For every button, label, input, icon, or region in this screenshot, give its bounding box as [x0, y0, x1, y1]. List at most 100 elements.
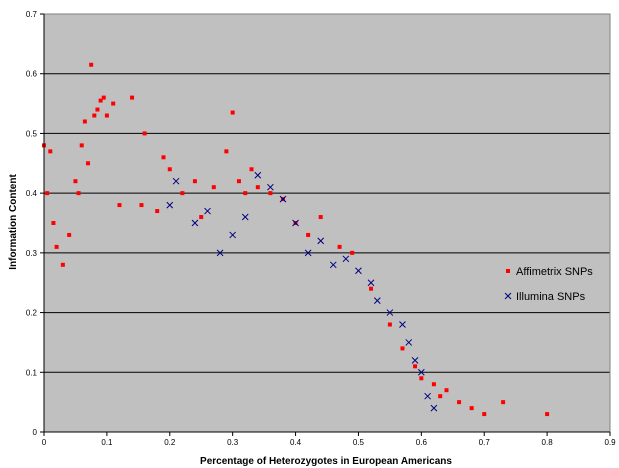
- affimetrix-point: [438, 394, 443, 399]
- x-tick-label: 0.2: [164, 438, 176, 447]
- affimetrix-point: [268, 191, 273, 196]
- x-tick-label: 0.4: [290, 438, 302, 447]
- y-axis-title: Information Content: [8, 174, 19, 270]
- y-tick-label: 0: [33, 428, 38, 437]
- affimetrix-point: [230, 110, 235, 115]
- x-tick-label: 0.5: [353, 438, 365, 447]
- x-tick-label: 0.6: [416, 438, 428, 447]
- affimetrix-point: [350, 250, 355, 255]
- illumina-point: [417, 368, 425, 376]
- axes: [43, 13, 611, 433]
- illumina-point: [229, 231, 237, 239]
- x-axis-title: Percentage of Heterozygotes in European …: [200, 456, 452, 467]
- affimetrix-point: [545, 412, 550, 417]
- illumina-point: [430, 404, 438, 412]
- y-axis-ticks: 0 0.1 0.2 0.3 0.4 0.5 0.6 0.7: [26, 10, 44, 437]
- affimetrix-point: [318, 215, 323, 220]
- affimetrix-point: [111, 101, 116, 106]
- y-tick-label: 0.3: [26, 249, 38, 258]
- affimetrix-point: [457, 400, 462, 405]
- illumina-point: [317, 237, 325, 245]
- affimetrix-point: [48, 149, 53, 154]
- illumina-point: [267, 183, 274, 191]
- illumina-point: [216, 249, 224, 257]
- illumina-point: [241, 213, 249, 221]
- affimetrix-point: [101, 95, 106, 100]
- legend-label: Illumina SNPs: [516, 291, 586, 303]
- affimetrix-point: [86, 161, 91, 166]
- series-2: [166, 171, 438, 412]
- affimetrix-point: [236, 179, 241, 184]
- affimetrix-point: [73, 179, 78, 184]
- illumina-point: [204, 207, 211, 215]
- affimetrix-point: [419, 376, 424, 381]
- affimetrix-point: [117, 203, 122, 208]
- y-tick-label: 0.2: [26, 309, 38, 318]
- y-tick-label: 0.1: [26, 368, 38, 377]
- affimetrix-point: [431, 382, 436, 387]
- affimetrix-point: [45, 191, 50, 196]
- affimetrix-point: [67, 232, 72, 237]
- y-tick-label: 0.5: [26, 129, 38, 138]
- affimetrix-point: [369, 286, 374, 291]
- illumina-point: [304, 249, 312, 257]
- x-axis-ticks: 0 0.1 0.2 0.3 0.4 0.5 0.6 0.7 0.8 0.9: [42, 432, 616, 447]
- affimetrix-point: [469, 406, 474, 411]
- affimetrix-point: [95, 107, 100, 112]
- affimetrix-point: [76, 191, 81, 196]
- illumina-point: [355, 267, 362, 275]
- affimetrix-point: [306, 232, 311, 237]
- illumina-point: [166, 201, 174, 209]
- y-tick-label: 0.7: [26, 10, 38, 19]
- x-tick-label: 0: [42, 438, 47, 447]
- illumina-point: [172, 177, 180, 185]
- affimetrix-point: [243, 191, 248, 196]
- illumina-point: [254, 171, 262, 179]
- affimetrix-point: [255, 185, 260, 190]
- affimetrix-point: [167, 167, 172, 172]
- affimetrix-point: [249, 167, 254, 172]
- affimetrix-point: [130, 95, 135, 100]
- illumina-point: [342, 255, 350, 263]
- x-tick-label: 0.8: [542, 438, 554, 447]
- legend-marker: [506, 269, 510, 273]
- legend-marker: [504, 292, 512, 300]
- affimetrix-point: [482, 412, 487, 417]
- affimetrix-point: [155, 209, 160, 214]
- legend-label: Affimetrix SNPs: [516, 266, 593, 278]
- affimetrix-point: [413, 364, 418, 369]
- affimetrix-point: [89, 62, 94, 67]
- illumina-point: [424, 392, 431, 400]
- affimetrix-point: [54, 244, 59, 249]
- affimetrix-point: [444, 388, 449, 393]
- illumina-point: [373, 297, 381, 304]
- affimetrix-point: [224, 149, 229, 154]
- illumina-point: [411, 356, 419, 364]
- illumina-point: [399, 321, 406, 328]
- affimetrix-point: [98, 98, 103, 103]
- x-tick-label: 0.1: [101, 438, 113, 447]
- affimetrix-point: [60, 262, 65, 267]
- illumina-point: [279, 195, 287, 203]
- affimetrix-point: [104, 113, 109, 118]
- x-tick-label: 0.3: [227, 438, 239, 447]
- affimetrix-point: [51, 221, 56, 225]
- affimetrix-point: [387, 322, 392, 327]
- affimetrix-point: [501, 400, 506, 405]
- illumina-point: [405, 339, 413, 346]
- affimetrix-point: [192, 179, 197, 184]
- affimetrix-point: [92, 113, 97, 118]
- affimetrix-point: [161, 155, 166, 160]
- affimetrix-point: [211, 185, 216, 190]
- illumina-point: [191, 219, 199, 227]
- x-tick-label: 0.7: [479, 438, 491, 447]
- illumina-point: [329, 261, 337, 269]
- affimetrix-point: [82, 119, 87, 124]
- y-tick-label: 0.6: [26, 70, 38, 79]
- affimetrix-point: [337, 244, 342, 249]
- legend: Affimetrix SNPs Illumina SNPs: [504, 266, 593, 303]
- illumina-point: [367, 279, 375, 287]
- illumina-point: [292, 219, 299, 227]
- x-tick-label: 0.9: [604, 438, 616, 447]
- affimetrix-point: [400, 346, 405, 351]
